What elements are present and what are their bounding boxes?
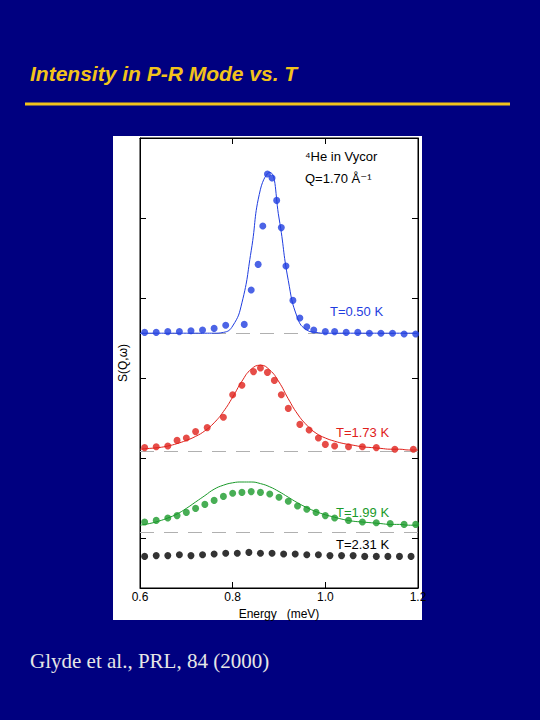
svg-text:T=1.99 K: T=1.99 K [336,505,389,520]
svg-text:Energy (meV): Energy (meV) [239,607,320,621]
svg-text:1.0: 1.0 [317,590,334,604]
svg-text:⁴He in Vycor: ⁴He in Vycor [305,149,378,164]
svg-text:Intensity in P-R Mode vs. T: Intensity in P-R Mode vs. T [30,62,299,85]
svg-text:T=0.50 K: T=0.50 K [330,304,383,319]
svg-text:S(Q,ω): S(Q,ω) [116,344,130,382]
svg-text:1.2: 1.2 [410,590,427,604]
svg-text:0.6: 0.6 [132,590,149,604]
svg-text:T=1.73 K: T=1.73 K [336,425,389,440]
svg-text:Glyde et al., PRL, 84 (2000): Glyde et al., PRL, 84 (2000) [30,649,269,673]
svg-text:0.8: 0.8 [224,590,241,604]
svg-text:Q=1.70 Å⁻¹: Q=1.70 Å⁻¹ [305,171,372,186]
svg-text:T=2.31 K: T=2.31 K [336,537,389,552]
